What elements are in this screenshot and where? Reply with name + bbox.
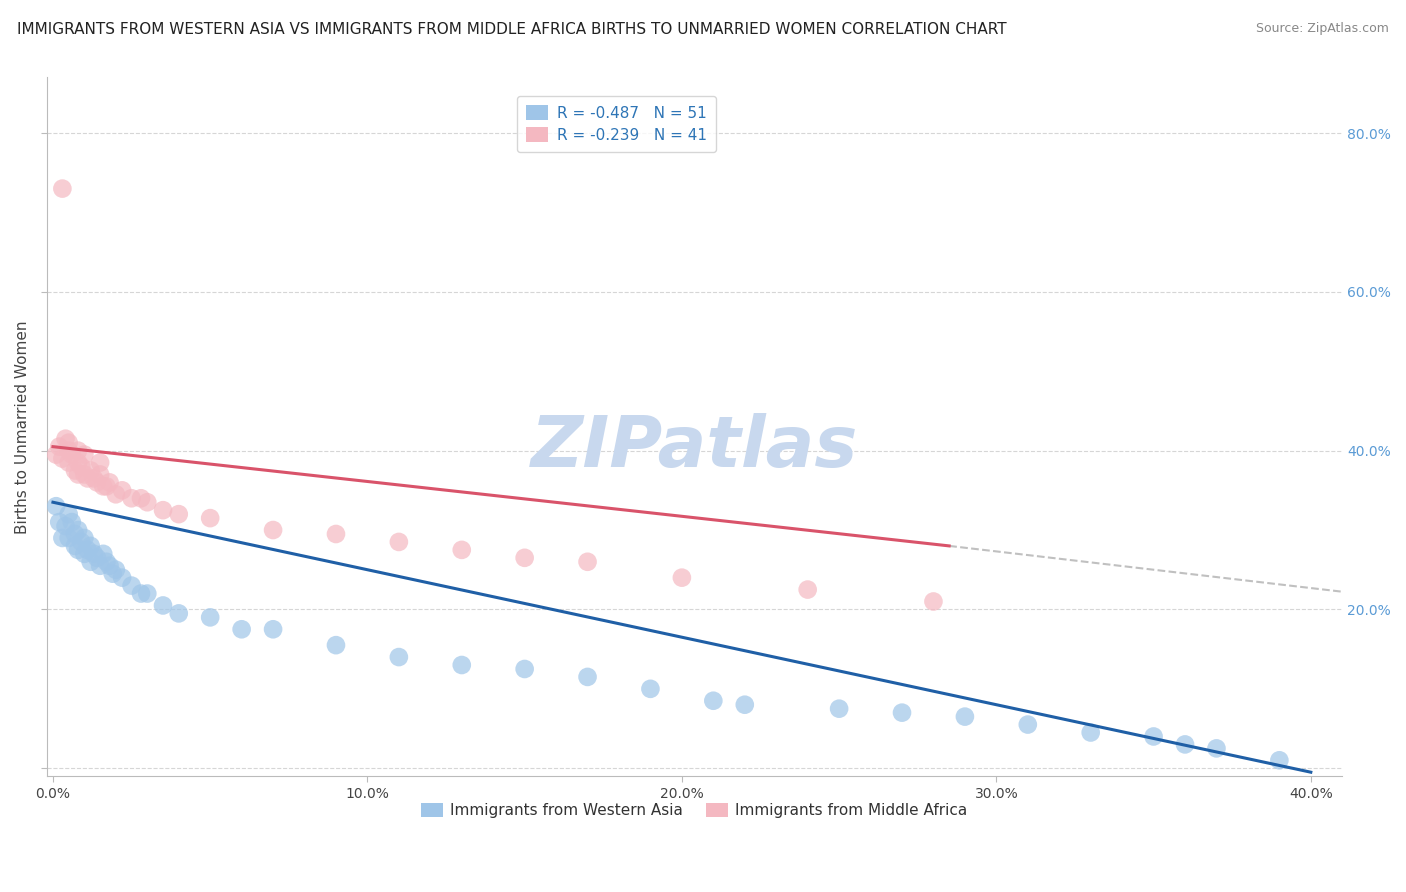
Point [104, 563, 127, 577]
Text: IMMIGRANTS FROM WESTERN ASIA VS IMMIGRANTS FROM MIDDLE AFRICA BIRTHS TO UNMARRIE: IMMIGRANTS FROM WESTERN ASIA VS IMMIGRAN… [17, 22, 1007, 37]
Point [388, 650, 411, 665]
Point [1268, 753, 1291, 767]
Point [80, 539, 103, 553]
Point [89, 467, 111, 482]
Point [922, 594, 945, 608]
Point [152, 599, 174, 613]
Point [91, 479, 114, 493]
Point [67, 467, 90, 482]
Point [67, 542, 90, 557]
Point [51, 181, 73, 195]
Point [828, 701, 851, 715]
Point [1205, 741, 1227, 756]
Point [86, 550, 108, 565]
Point [262, 622, 284, 636]
Point [96, 479, 118, 493]
Point [83, 547, 105, 561]
Point [51, 531, 73, 545]
Point [45, 499, 67, 513]
Point [136, 586, 159, 600]
Point [450, 542, 472, 557]
Point [67, 443, 90, 458]
Point [1080, 725, 1102, 739]
Point [953, 709, 976, 723]
Point [70, 459, 93, 474]
Point [48, 515, 70, 529]
Point [104, 487, 127, 501]
Point [640, 681, 662, 696]
Point [576, 670, 599, 684]
Text: ZIPatlas: ZIPatlas [531, 413, 858, 483]
Point [58, 456, 80, 470]
Point [136, 495, 159, 509]
Point [91, 547, 114, 561]
Point [198, 511, 221, 525]
Point [80, 463, 103, 477]
Point [58, 531, 80, 545]
Text: Source: ZipAtlas.com: Source: ZipAtlas.com [1256, 22, 1389, 36]
Point [101, 566, 124, 581]
Point [111, 571, 134, 585]
Point [702, 694, 724, 708]
Point [513, 550, 536, 565]
Point [734, 698, 756, 712]
Point [80, 555, 103, 569]
Point [450, 658, 472, 673]
Point [121, 491, 143, 506]
Point [111, 483, 134, 498]
Point [1174, 738, 1197, 752]
Point [796, 582, 818, 597]
Point [152, 503, 174, 517]
Point [167, 607, 190, 621]
Point [73, 448, 96, 462]
Point [129, 586, 152, 600]
Point [58, 435, 80, 450]
Point [89, 558, 111, 573]
Point [67, 523, 90, 537]
Point [55, 432, 77, 446]
Point [58, 443, 80, 458]
Point [86, 475, 108, 490]
Point [576, 555, 599, 569]
Point [67, 456, 90, 470]
Point [98, 558, 121, 573]
Point [73, 547, 96, 561]
Point [76, 471, 98, 485]
Point [48, 440, 70, 454]
Point [63, 539, 86, 553]
Point [167, 507, 190, 521]
Point [1017, 717, 1039, 731]
Point [121, 579, 143, 593]
Point [63, 463, 86, 477]
Point [73, 467, 96, 482]
Legend: Immigrants from Western Asia, Immigrants from Middle Africa: Immigrants from Western Asia, Immigrants… [415, 797, 973, 824]
Point [129, 491, 152, 506]
Point [89, 456, 111, 470]
Point [388, 535, 411, 549]
Point [45, 448, 67, 462]
Point [83, 471, 105, 485]
Point [231, 622, 253, 636]
Point [98, 475, 121, 490]
Point [262, 523, 284, 537]
Point [73, 531, 96, 545]
Point [891, 706, 914, 720]
Y-axis label: Births to Unmarried Women: Births to Unmarried Women [15, 320, 30, 533]
Point [325, 527, 347, 541]
Point [60, 515, 83, 529]
Point [51, 451, 73, 466]
Point [63, 527, 86, 541]
Point [325, 638, 347, 652]
Point [76, 542, 98, 557]
Point [671, 571, 693, 585]
Point [1142, 730, 1164, 744]
Point [198, 610, 221, 624]
Point [70, 535, 93, 549]
Point [96, 555, 118, 569]
Point [58, 507, 80, 521]
Point [60, 448, 83, 462]
Point [55, 519, 77, 533]
Point [513, 662, 536, 676]
